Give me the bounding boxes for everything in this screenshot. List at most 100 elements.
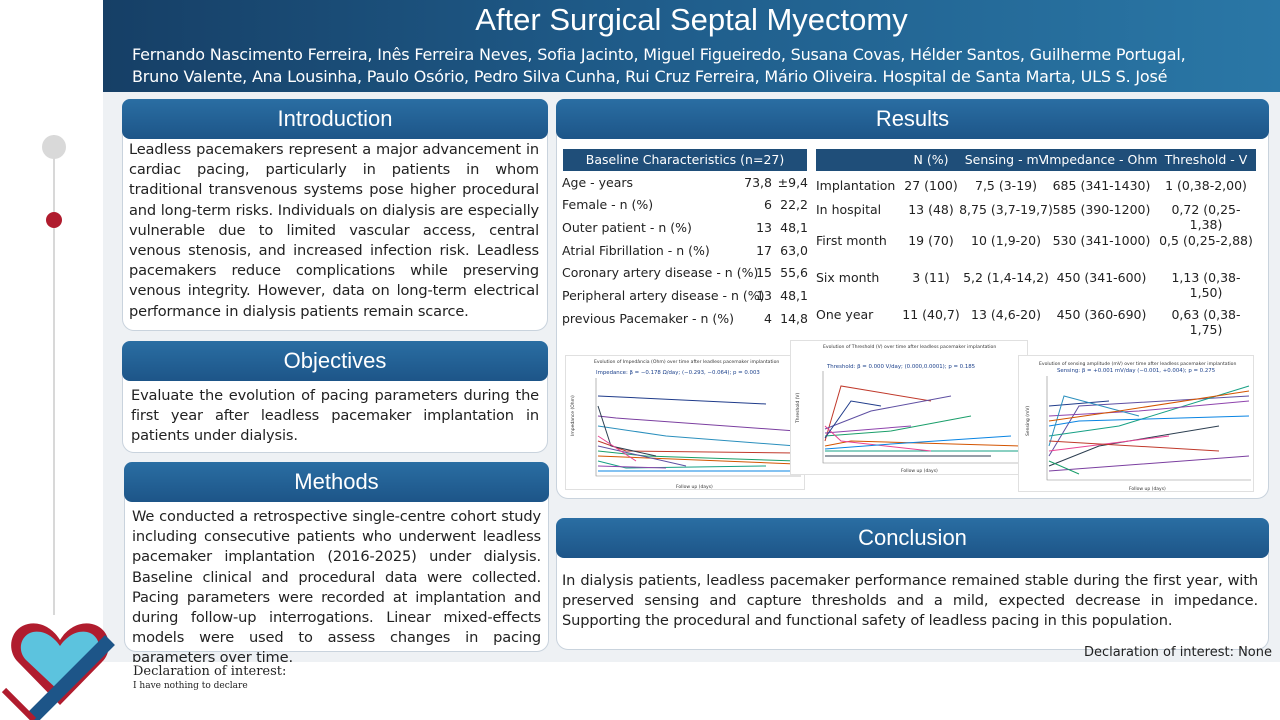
objectives-text: Evaluate the evolution of pacing paramet… xyxy=(131,387,539,445)
patient-trace-line xyxy=(1048,440,1220,452)
patient-trace-line xyxy=(1048,425,1220,467)
plot-axis xyxy=(595,378,801,477)
baseline-row: Female - n (%) 6 22,2 xyxy=(562,194,810,216)
threshold-plot-title: Evolution of Threshold (V) over time aft… xyxy=(823,344,996,350)
results-cell: 8,75 (3,7-19,7) xyxy=(959,202,1053,217)
baseline-row-value: 13 xyxy=(756,288,772,303)
patient-trace-line xyxy=(1048,435,1170,452)
objectives-heading: Objectives xyxy=(122,341,548,381)
threshold-plot-ylabel: Threshold (V) xyxy=(795,393,801,424)
impedance-plot-annotation: Impedance: β = −0.178 Ω/day; (−0.293, −0… xyxy=(596,370,760,376)
patient-trace-line xyxy=(1048,385,1250,437)
conclusion-heading: Conclusion xyxy=(556,518,1269,558)
timeline-line xyxy=(53,135,55,615)
footer xyxy=(103,662,1280,720)
methods-text: We conducted a retrospective single-cent… xyxy=(132,508,541,667)
patient-trace-line xyxy=(824,400,882,439)
baseline-row-value: 6 xyxy=(764,197,772,212)
results-table-header: N (%) Sensing - mV Impedance - Ohm Thres… xyxy=(816,149,1256,171)
patient-trace-line xyxy=(824,415,972,437)
baseline-row-percent: 48,1 xyxy=(780,288,808,303)
left-margin xyxy=(0,0,103,720)
baseline-row-label: previous Pacemaker - n (%) xyxy=(562,311,735,326)
results-cell: 27 (100) xyxy=(904,178,958,193)
results-col-header: Threshold - V xyxy=(1164,152,1248,167)
authors-line: Fernando Nascimento Ferreira, Inês Ferre… xyxy=(132,45,1186,86)
patient-trace-line xyxy=(597,415,797,432)
results-row-label: One year xyxy=(816,307,874,322)
results-row-label: Implantation xyxy=(816,178,896,193)
declaration-left-title: Declaration of interest: xyxy=(133,664,287,679)
baseline-row-value: 13 xyxy=(756,220,772,235)
results-cell: 10 (1,9-20) xyxy=(971,233,1041,248)
heart-logo-inner xyxy=(20,631,100,692)
baseline-row-label: Age - years xyxy=(562,175,634,190)
patient-trace-line xyxy=(597,425,797,447)
patient-trace-line xyxy=(1048,415,1250,427)
timeline-dot-red xyxy=(46,212,62,228)
baseline-row-label: Outer patient - n (%) xyxy=(562,220,692,235)
results-cell: 19 (70) xyxy=(908,233,954,248)
results-cell: 5,2 (1,4-14,2) xyxy=(963,270,1049,285)
patient-trace-line xyxy=(597,445,687,467)
poster-header: After Surgical Septal Myectomy Fernando … xyxy=(103,0,1280,92)
sensing-plot-ylabel: Sensing (mV) xyxy=(1025,406,1031,436)
results-col-header: Impedance - Ohm xyxy=(1045,152,1158,167)
baseline-row-percent: 22,2 xyxy=(780,197,808,212)
baseline-row-value: 17 xyxy=(756,243,772,258)
baseline-row: Atrial Fibrillation - n (%) 17 63,0 xyxy=(562,240,810,262)
results-col-header: Sensing - mV xyxy=(964,152,1048,167)
sensing-plot-annotation: Sensing: β = +0.001 mV/day (−0.001, +0.0… xyxy=(1057,368,1215,374)
baseline-row-label: Female - n (%) xyxy=(562,197,654,212)
patient-trace-line xyxy=(1048,400,1110,407)
baseline-row: Age - years 73,8 ±9,4 xyxy=(562,172,810,194)
impedance-plot-svg: Evolution of Impedância (Ohm) over time … xyxy=(570,358,801,489)
results-cell: 11 (40,7) xyxy=(902,307,960,322)
declaration-left-text: I have nothing to declare xyxy=(133,681,248,691)
impedance-plot-title: Evolution of Impedância (Ohm) over time … xyxy=(594,358,779,365)
baseline-row-label: Peripheral artery disease - n (%) xyxy=(562,288,765,303)
patient-trace-line xyxy=(824,435,1012,450)
baseline-row-percent: 63,0 xyxy=(780,243,808,258)
baseline-row-percent: 55,6 xyxy=(780,265,808,280)
results-cell: 0,5 (0,25-2,88) xyxy=(1159,233,1253,248)
results-cell: 530 (341-1000) xyxy=(1052,233,1151,248)
baseline-row-percent: 48,1 xyxy=(780,220,808,235)
results-row-label: Six month xyxy=(816,270,880,285)
patient-trace-line xyxy=(824,385,932,442)
poster-title: After Surgical Septal Myectomy xyxy=(475,2,908,37)
heart-logo-stripe xyxy=(1,687,37,720)
patient-trace-line xyxy=(1048,400,1250,417)
baseline-row-label: Coronary artery disease - n (%) xyxy=(562,265,759,280)
baseline-row: Peripheral artery disease - n (%) 13 48,1 xyxy=(562,285,810,307)
heart-logo xyxy=(1,623,115,720)
baseline-row-percent: ±9,4 xyxy=(777,175,808,190)
baseline-row: Outer patient - n (%) 13 48,1 xyxy=(562,217,810,239)
patient-trace-line xyxy=(597,435,637,462)
patient-trace-line xyxy=(1048,395,1140,447)
results-cell: 450 (360-690) xyxy=(1056,307,1147,322)
patient-trace-line xyxy=(597,460,767,469)
methods-heading: Methods xyxy=(124,462,549,502)
patient-trace-line xyxy=(1048,460,1080,475)
patient-trace-line xyxy=(597,450,797,462)
results-cell: 450 (341-600) xyxy=(1056,270,1147,285)
results-cell: 13 (4,6-20) xyxy=(971,307,1041,322)
threshold-plot: Evolution of Threshold (V) over time aft… xyxy=(790,340,1028,475)
patient-trace-line xyxy=(597,405,657,457)
results-row-label: First month xyxy=(816,233,887,248)
threshold-plot-svg: Evolution of Threshold (V) over time aft… xyxy=(795,344,1026,474)
threshold-plot-annotation: Threshold: β = 0.000 V/day; (0.000,0.000… xyxy=(826,364,975,370)
sensing-plot: Evolution of sensing amplitude (mV) over… xyxy=(1018,355,1254,492)
patient-trace-line xyxy=(824,425,932,452)
plot-axis xyxy=(1046,376,1251,481)
results-cell: 0,63 (0,38-1,75) xyxy=(1171,307,1241,337)
introduction-heading: Introduction xyxy=(122,99,548,139)
baseline-row-percent: 14,8 xyxy=(780,311,808,326)
impedance-plot-ylabel: Impedance (Ohm) xyxy=(570,395,576,436)
baseline-row: Coronary artery disease - n (%) 15 55,6 xyxy=(562,262,810,284)
patient-trace-line xyxy=(824,395,952,430)
threshold-plot-xlabel: Follow up (days) xyxy=(901,468,938,474)
results-cell: 13 (48) xyxy=(908,202,954,217)
results-cell: 0,72 (0,25-1,38) xyxy=(1171,202,1241,232)
